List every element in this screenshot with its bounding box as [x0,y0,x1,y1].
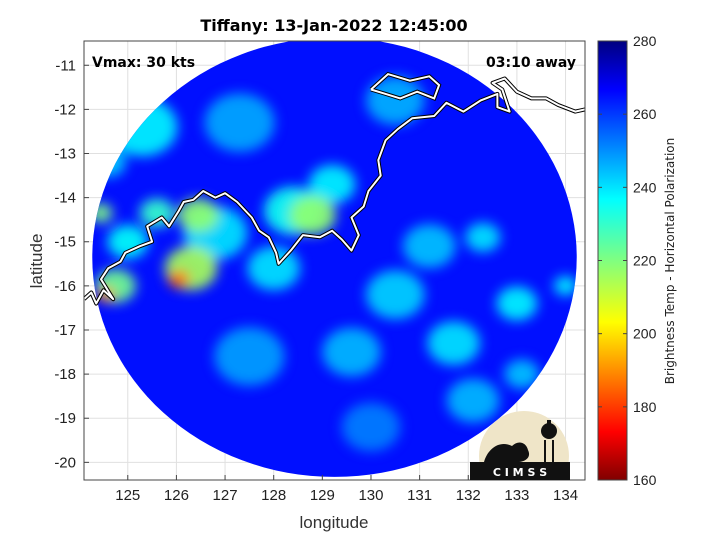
vmax-annotation: Vmax: 30 kts [92,55,195,71]
feature-5 [446,378,500,423]
y-tick-label-5: -16 [54,278,76,295]
feature-4 [322,327,381,377]
cb-tick-label-6: 160 [633,472,657,488]
feature-8 [366,270,425,320]
axes-frame [83,40,586,481]
cimss-logo: C I M S S [470,411,570,480]
x-tick-label-7: 132 [456,487,481,504]
x-tick-label-4: 129 [310,487,335,504]
x-tick-label-1: 126 [164,487,189,504]
feature-2 [204,93,275,152]
cb-tick-label-5: 180 [633,399,657,415]
feature-11 [427,321,480,366]
x-axis-label: longitude [299,513,368,532]
cb-tick-label-2: 240 [633,179,657,195]
feature-18 [107,224,149,259]
cb-tick-label-0: 280 [633,33,657,49]
y-tick-label-7: -18 [54,366,76,383]
cb-tick-label-3: 220 [633,253,657,269]
brightness-swath [92,41,577,477]
feature-27 [168,270,190,289]
colorbar-ticks: 280 260 240 220 200 180 160 [598,33,657,488]
cimss-logo-text: C I M S S [493,466,547,479]
x-tick-label-9: 134 [553,487,578,504]
feature-16 [496,286,538,321]
y-tick-label-1: -12 [54,101,76,118]
x-tick-label-0: 125 [115,487,140,504]
swath-disc [92,41,577,477]
y-tick-label-8: -19 [54,410,76,427]
y-tick-label-9: -20 [54,454,76,471]
y-tick-label-3: -14 [54,190,76,207]
x-tick-label-2: 127 [213,487,238,504]
colorbar [597,40,628,481]
time-away-annotation: 03:10 away [486,55,576,71]
feature-14 [308,164,356,204]
colorbar-label: Brightness Temp - Horizontal Polarizatio… [663,138,677,385]
coastline [84,71,585,306]
plot-title: Tiffany: 13-Jan-2022 12:45:00 [200,16,467,35]
feature-23 [177,198,219,233]
y-tick-label-2: -13 [54,146,76,163]
y-axis-label: latitude [27,234,46,289]
y-tick-label-4: -15 [54,234,76,251]
feature-12 [465,222,501,252]
feature-0 [341,402,401,452]
x-tick-label-8: 133 [504,487,529,504]
feature-7 [504,359,540,389]
coastline-path [84,77,585,305]
island-0 [370,72,441,100]
feature-17 [553,276,577,296]
feature-6 [403,224,456,269]
cb-tick-label-4: 200 [633,326,657,342]
cb-tick-label-1: 260 [633,106,657,122]
y-tick-label-0: -11 [55,57,76,74]
x-tick-label-6: 131 [407,487,432,504]
feature-3 [366,76,425,125]
feature-1 [214,327,285,386]
x-tick-label-3: 128 [261,487,286,504]
x-axis-ticks: 125 126 127 128 129 130 131 132 133 134 [115,475,578,504]
y-tick-label-6: -17 [54,322,76,339]
x-tick-label-5: 130 [358,487,383,504]
feature-13 [247,246,300,291]
y-axis-ticks: -11 -12 -13 -14 -15 -16 -17 -18 -19 -20 [54,57,89,471]
feature-24 [289,195,336,235]
